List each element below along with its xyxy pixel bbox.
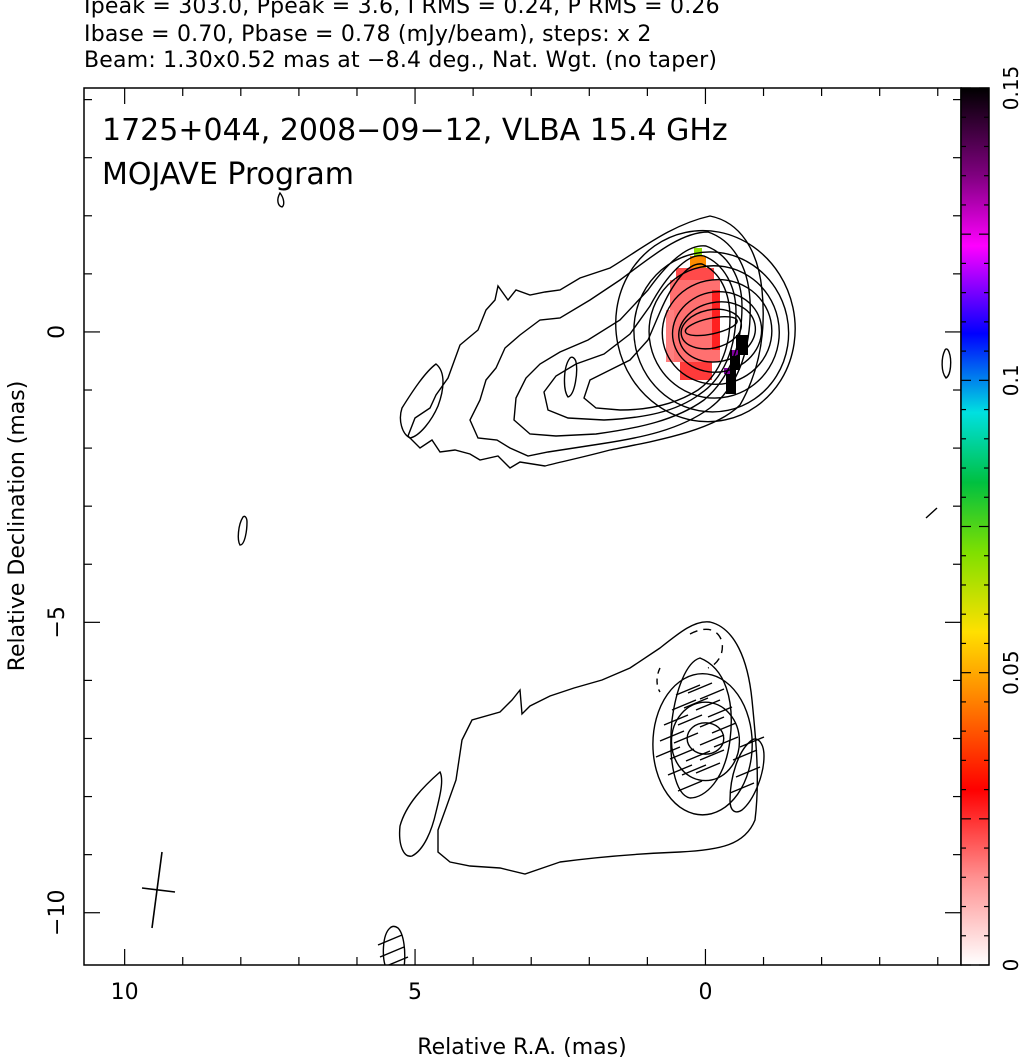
y-tick-label: 0 xyxy=(45,325,70,339)
isolated-contour-w xyxy=(237,515,248,546)
y-tick-label: −5 xyxy=(45,606,70,638)
lower-dashed-contour xyxy=(689,628,724,669)
evpa-tick xyxy=(377,934,403,946)
lower-south-blob xyxy=(382,925,406,965)
y-tick-labels: 0 −5 −10 xyxy=(45,325,70,936)
evpa-tick xyxy=(663,714,689,726)
evpa-tick xyxy=(695,762,721,774)
evpa-tick xyxy=(659,730,685,742)
evpa-tick xyxy=(699,688,725,700)
core-contour-level-1 xyxy=(633,251,790,413)
evpa-tick xyxy=(677,714,703,726)
evpa-tick xyxy=(667,764,693,776)
source-title: 1725+044, 2008−09−12, VLBA 15.4 GHz xyxy=(102,113,728,148)
evpa-tick xyxy=(739,736,765,748)
colorbar-label: 0 xyxy=(999,959,1022,972)
colorbar-label: 0.05 xyxy=(999,650,1022,695)
evpa-tick xyxy=(379,946,405,958)
evpa-tick xyxy=(729,782,755,794)
core-contour-level-0 xyxy=(615,229,796,423)
y-axis-title: Relative Declination (mas) xyxy=(5,381,30,672)
isolated-tick-se xyxy=(925,507,938,519)
core-contour-level-7 xyxy=(684,315,738,337)
evpa-tick xyxy=(683,697,709,709)
map-area xyxy=(141,191,952,965)
restoring-beam-symbol xyxy=(141,851,176,929)
evpa-vectors xyxy=(377,682,765,965)
core-contour-level-4 xyxy=(671,290,763,373)
core-contour-level-5 xyxy=(678,301,757,363)
colorbar-label: 0.1 xyxy=(999,364,1022,396)
jet-contour-4 xyxy=(543,254,737,421)
y-tick-label: −10 xyxy=(45,890,70,936)
program-label: MOJAVE Program xyxy=(102,157,354,192)
colorbar-label: 0.15 xyxy=(999,66,1022,111)
x-tick-label: 10 xyxy=(111,980,139,1005)
evpa-tick xyxy=(735,766,761,778)
lower-envelope-contour xyxy=(437,621,759,875)
evpa-tick xyxy=(655,746,681,758)
evpa-tick xyxy=(713,736,739,748)
evpa-tick xyxy=(732,749,758,761)
evpa-tick xyxy=(695,699,721,711)
header-line-beam: Beam: 1.30x0.52 mas at −8.4 deg., Nat. W… xyxy=(84,48,718,73)
x-tick-label: 5 xyxy=(408,980,422,1005)
lower-contour-outer xyxy=(670,657,732,799)
core-contours xyxy=(615,229,796,423)
x-tick-labels: 10 5 0 xyxy=(111,980,713,1005)
colorbar-labels: 0 0.05 0.1 0.15 xyxy=(999,66,1022,972)
evpa-tick xyxy=(386,956,409,965)
plot-frame xyxy=(83,87,962,966)
evpa-tick xyxy=(707,706,733,718)
jet-contour-5 xyxy=(583,263,731,411)
evpa-tick xyxy=(675,684,701,696)
header-line-peaks: Ipeak = 303.0, Ppeak = 3.6, I RMS = 0.24… xyxy=(84,0,720,19)
evpa-tick xyxy=(699,749,725,761)
core-contour-level-2 xyxy=(648,265,780,399)
evpa-tick xyxy=(687,682,713,694)
isolated-contour-west-jet xyxy=(399,363,444,439)
evpa-tick xyxy=(671,699,697,711)
evpa-tick xyxy=(677,780,703,792)
jet-envelope-contour xyxy=(407,215,764,469)
jet-contour-2 xyxy=(469,231,751,457)
isolated-contour-e xyxy=(941,348,952,379)
isolated-contour-ne xyxy=(277,191,285,208)
header-line-base: Ibase = 0.70, Pbase = 0.78 (mJy/beam), s… xyxy=(84,22,652,47)
evpa-tick xyxy=(699,716,725,728)
evpa-tick xyxy=(685,750,711,762)
isolated-contour-knot xyxy=(563,356,578,398)
x-axis-title: Relative R.A. (mas) xyxy=(417,1035,626,1060)
x-tick-label: 0 xyxy=(698,980,712,1005)
evpa-tick xyxy=(673,732,699,744)
lower-dashed-small xyxy=(656,667,661,693)
evpa-tick xyxy=(711,722,737,734)
evpa-tick xyxy=(699,734,725,746)
evpa-tick xyxy=(669,748,695,760)
axis-ticks xyxy=(84,88,961,965)
lower-isolated-west xyxy=(398,770,443,857)
evpa-tick xyxy=(681,764,707,776)
jet-contour-3 xyxy=(513,245,743,437)
core-contour-level-3 xyxy=(661,278,773,386)
colorbar-ticks xyxy=(961,87,989,966)
lower-east-blob xyxy=(729,738,765,813)
lower-contour-level-2 xyxy=(652,673,753,816)
lower-contour-level-0 xyxy=(686,722,725,755)
lower-component-contours xyxy=(652,657,753,816)
